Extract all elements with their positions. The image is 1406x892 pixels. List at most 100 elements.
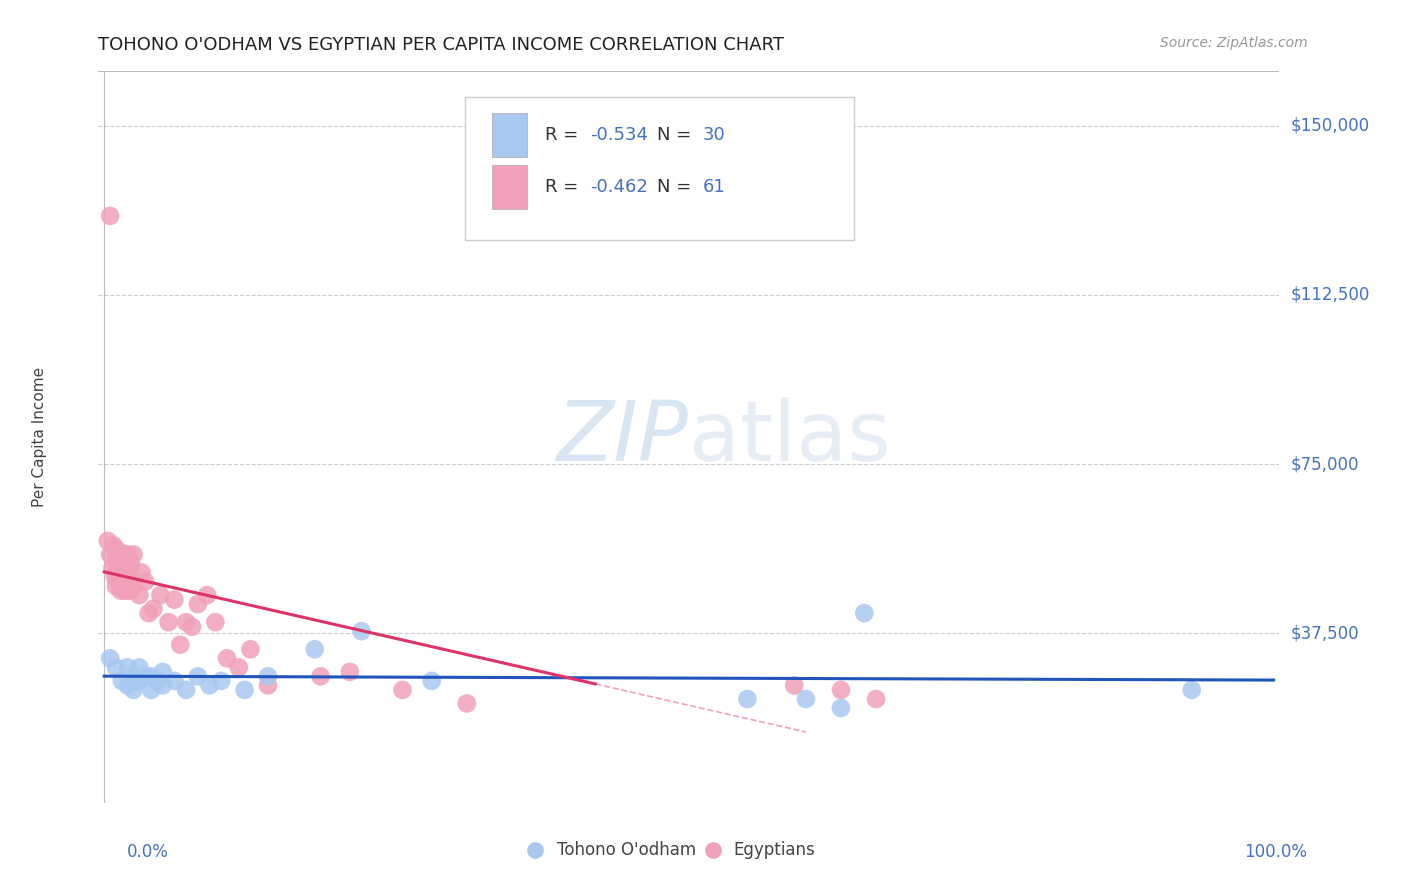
Point bbox=[122, 682, 145, 697]
Point bbox=[209, 673, 232, 688]
Point bbox=[187, 669, 209, 683]
Point bbox=[157, 615, 180, 630]
Point bbox=[134, 574, 156, 589]
Point bbox=[111, 574, 134, 589]
Point bbox=[107, 570, 129, 584]
Text: Egyptians: Egyptians bbox=[734, 841, 815, 859]
Point bbox=[118, 561, 141, 575]
Point bbox=[114, 570, 136, 584]
Point bbox=[131, 566, 153, 580]
Point bbox=[98, 209, 121, 223]
Point bbox=[122, 579, 145, 593]
Point bbox=[139, 682, 162, 697]
Point bbox=[830, 701, 852, 715]
Point bbox=[128, 588, 150, 602]
Point bbox=[111, 566, 134, 580]
Point bbox=[117, 678, 139, 692]
Point bbox=[391, 682, 413, 697]
Point bbox=[97, 533, 120, 548]
Point bbox=[339, 665, 361, 679]
Point bbox=[350, 624, 373, 639]
Point bbox=[152, 665, 174, 679]
Point bbox=[101, 561, 124, 575]
FancyBboxPatch shape bbox=[464, 97, 855, 240]
Point bbox=[117, 660, 139, 674]
Point bbox=[115, 552, 138, 566]
Point bbox=[783, 678, 806, 692]
Point bbox=[104, 660, 127, 674]
Point bbox=[104, 552, 127, 566]
Point bbox=[737, 692, 759, 706]
Point bbox=[122, 548, 145, 562]
Point bbox=[114, 561, 136, 575]
Text: Tohono O'odham: Tohono O'odham bbox=[557, 841, 696, 859]
Text: Per Capita Income: Per Capita Income bbox=[32, 367, 46, 508]
Text: $75,000: $75,000 bbox=[1291, 455, 1360, 473]
Point bbox=[112, 557, 135, 571]
Point bbox=[139, 669, 162, 683]
Point bbox=[420, 673, 443, 688]
Point bbox=[181, 620, 204, 634]
Point bbox=[105, 543, 128, 558]
Text: $112,500: $112,500 bbox=[1291, 285, 1369, 304]
Point bbox=[309, 669, 332, 683]
Text: R =: R = bbox=[546, 127, 583, 145]
Point bbox=[115, 583, 138, 598]
Point bbox=[107, 552, 129, 566]
Text: R =: R = bbox=[546, 178, 583, 195]
Point bbox=[215, 651, 238, 665]
Text: TOHONO O'ODHAM VS EGYPTIAN PER CAPITA INCOME CORRELATION CHART: TOHONO O'ODHAM VS EGYPTIAN PER CAPITA IN… bbox=[98, 36, 785, 54]
Point bbox=[830, 682, 852, 697]
Point bbox=[108, 574, 131, 589]
Point bbox=[257, 669, 280, 683]
Text: 30: 30 bbox=[703, 127, 725, 145]
Point bbox=[239, 642, 262, 657]
Text: -0.534: -0.534 bbox=[589, 127, 648, 145]
Point bbox=[117, 566, 139, 580]
Point bbox=[1181, 682, 1204, 697]
Point bbox=[304, 642, 326, 657]
Point bbox=[117, 548, 139, 562]
Point bbox=[104, 570, 127, 584]
Text: 100.0%: 100.0% bbox=[1244, 843, 1308, 861]
Point bbox=[142, 601, 165, 615]
Point bbox=[98, 651, 121, 665]
Point bbox=[111, 552, 134, 566]
Point bbox=[163, 592, 186, 607]
Point bbox=[204, 615, 226, 630]
Text: N =: N = bbox=[657, 178, 697, 195]
Point bbox=[865, 692, 887, 706]
Text: ZIP: ZIP bbox=[557, 397, 689, 477]
Point bbox=[112, 583, 135, 598]
Point bbox=[149, 588, 172, 602]
Point bbox=[526, 796, 548, 810]
Point bbox=[104, 579, 127, 593]
Point bbox=[105, 561, 128, 575]
Text: 0.0%: 0.0% bbox=[127, 843, 169, 861]
Point bbox=[111, 673, 134, 688]
Point bbox=[702, 796, 724, 810]
Point bbox=[174, 615, 197, 630]
Text: Source: ZipAtlas.com: Source: ZipAtlas.com bbox=[1160, 36, 1308, 50]
Point bbox=[98, 548, 121, 562]
Text: -0.462: -0.462 bbox=[589, 178, 648, 195]
Point bbox=[233, 682, 256, 697]
Point bbox=[111, 579, 134, 593]
Point bbox=[103, 538, 125, 552]
Text: 61: 61 bbox=[703, 178, 725, 195]
Point bbox=[456, 697, 478, 711]
Point bbox=[174, 682, 197, 697]
Point bbox=[138, 606, 160, 620]
Point bbox=[152, 678, 174, 692]
Point bbox=[169, 638, 191, 652]
Point bbox=[163, 673, 186, 688]
Point bbox=[108, 557, 131, 571]
Point bbox=[128, 673, 150, 688]
Point bbox=[146, 673, 169, 688]
Point bbox=[128, 660, 150, 674]
Point bbox=[187, 597, 209, 611]
Text: atlas: atlas bbox=[689, 397, 890, 477]
Point bbox=[195, 588, 218, 602]
Point bbox=[121, 574, 143, 589]
Point bbox=[122, 669, 145, 683]
